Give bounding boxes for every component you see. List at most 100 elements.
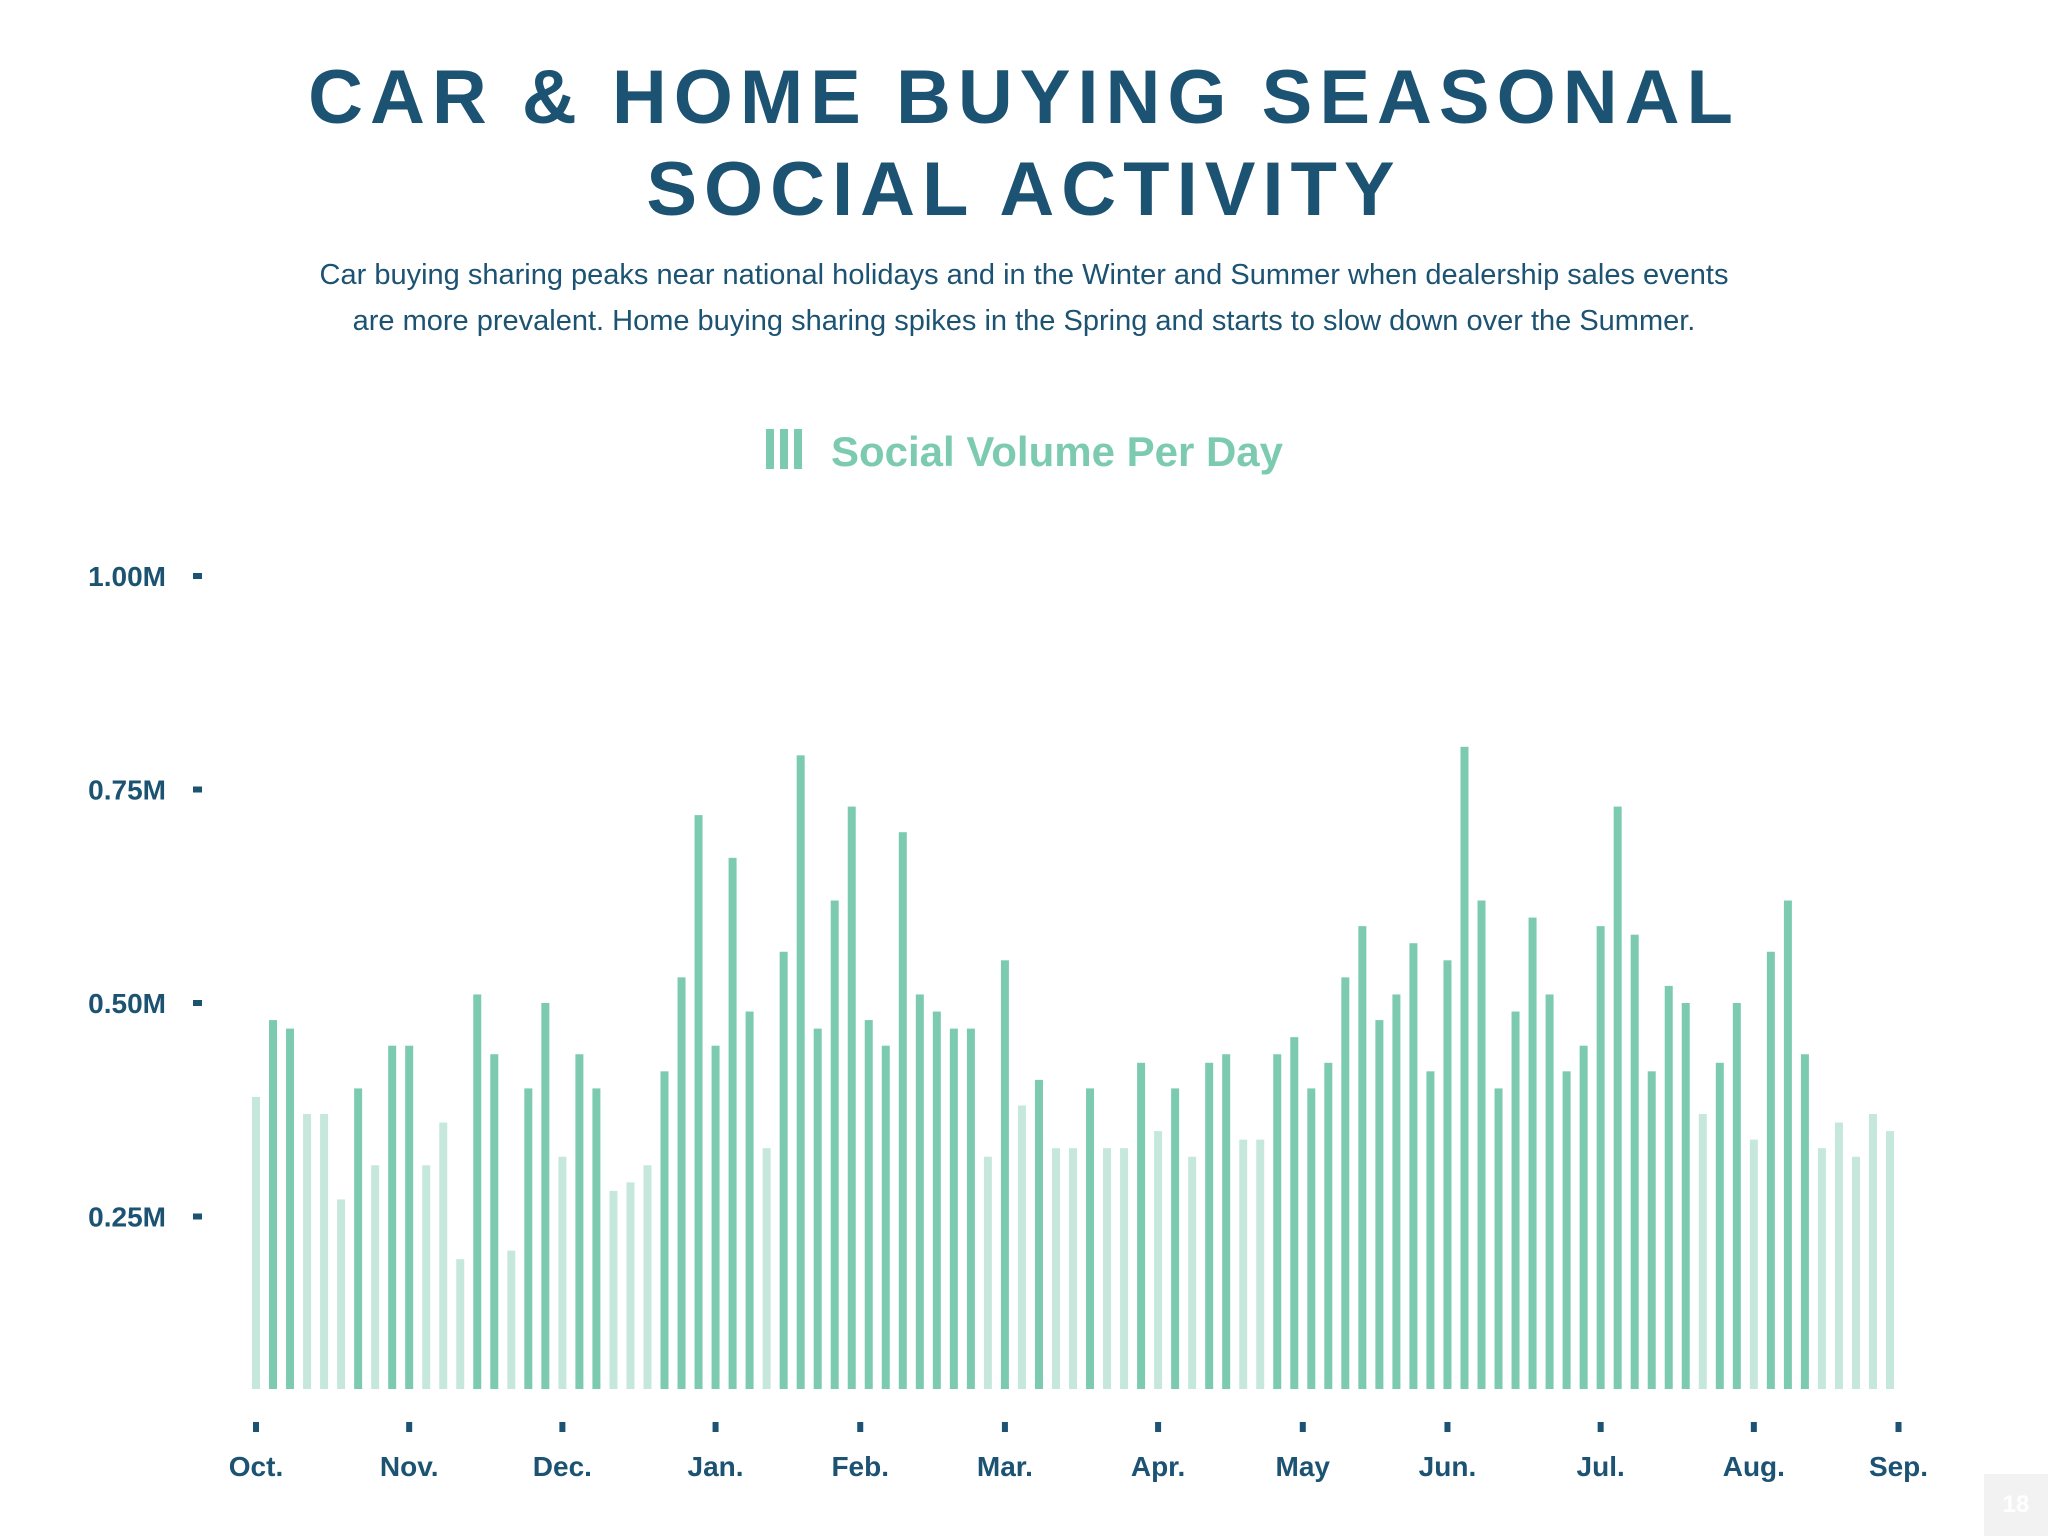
bar	[1409, 943, 1418, 1389]
bar	[1051, 1148, 1060, 1389]
bar	[388, 1045, 397, 1389]
y-tick-label: 0.50M	[88, 988, 166, 1019]
bar	[575, 1054, 584, 1389]
x-tick	[712, 1422, 719, 1432]
bar	[1086, 1088, 1095, 1389]
bar	[592, 1088, 601, 1389]
x-tick-label: Apr.	[1131, 1451, 1185, 1482]
bar	[1800, 1054, 1809, 1389]
bar	[558, 1156, 567, 1389]
subtitle-line-1: Car buying sharing peaks near national h…	[319, 259, 1729, 291]
x-tick-label: Jun.	[1419, 1451, 1477, 1482]
bar	[252, 1096, 260, 1389]
bar	[1069, 1148, 1077, 1389]
x-tick-label: Jul.	[1577, 1451, 1625, 1482]
bar	[864, 1020, 873, 1389]
bar	[1886, 1131, 1894, 1389]
bar	[813, 1028, 822, 1389]
bar	[320, 1114, 329, 1389]
bar	[983, 1156, 992, 1389]
chart-legend: Social Volume Per Day	[0, 424, 2048, 480]
bar	[1341, 977, 1350, 1389]
bar	[1732, 1003, 1741, 1389]
bar	[949, 1028, 958, 1389]
bar	[439, 1122, 448, 1389]
x-tick-label: Feb.	[831, 1451, 889, 1482]
bar	[1715, 1062, 1724, 1389]
bar	[1783, 900, 1792, 1389]
bar	[422, 1165, 431, 1389]
x-tick-label: May	[1276, 1451, 1331, 1482]
bar	[473, 994, 482, 1389]
bar	[728, 857, 737, 1389]
bar	[1017, 1105, 1026, 1389]
bar	[269, 1020, 278, 1389]
x-tick	[1750, 1422, 1757, 1432]
bar	[1579, 1045, 1588, 1389]
x-tick	[406, 1422, 413, 1432]
bar	[796, 755, 805, 1389]
x-tick-label: Sep.	[1869, 1451, 1928, 1482]
title-line-1: CAR & HOME BUYING SEASONAL	[308, 55, 1740, 140]
bar	[490, 1054, 499, 1389]
x-tick	[1597, 1422, 1604, 1432]
x-tick-label: Oct.	[229, 1451, 283, 1482]
bar	[1596, 926, 1605, 1389]
bar	[1460, 746, 1469, 1389]
bar	[286, 1028, 295, 1389]
y-tick-label: 0.75M	[88, 775, 166, 806]
bar	[660, 1071, 669, 1389]
bar	[1154, 1131, 1163, 1389]
bar	[1103, 1148, 1112, 1389]
bar	[1137, 1062, 1146, 1389]
bar	[1358, 926, 1367, 1389]
bar	[626, 1182, 635, 1389]
bar	[1375, 1020, 1384, 1389]
subtitle-line-2: are more prevalent. Home buying sharing …	[352, 305, 1696, 337]
bar	[1426, 1071, 1435, 1389]
x-tick-label: Mar.	[977, 1451, 1033, 1482]
bar	[1511, 1011, 1520, 1389]
page-subtitle: Car buying sharing peaks near national h…	[0, 252, 2048, 344]
bar	[847, 806, 856, 1389]
y-tick-label: 1.00M	[88, 561, 166, 592]
bar	[354, 1088, 363, 1389]
x-tick	[1155, 1422, 1162, 1432]
bar	[1681, 1003, 1690, 1389]
y-tick	[193, 786, 202, 793]
bar	[303, 1114, 312, 1389]
x-tick	[1444, 1422, 1451, 1432]
bar	[643, 1165, 652, 1389]
bar	[1562, 1071, 1571, 1389]
bar	[1205, 1062, 1214, 1389]
bar	[779, 951, 788, 1389]
bar	[677, 977, 686, 1389]
x-tick	[1299, 1422, 1306, 1432]
x-tick	[1895, 1422, 1902, 1432]
x-tick	[253, 1422, 259, 1432]
bar	[1188, 1156, 1197, 1389]
bar	[1817, 1148, 1826, 1389]
bar	[1613, 806, 1622, 1389]
bar	[1477, 900, 1486, 1389]
bar	[1392, 994, 1401, 1389]
bar	[762, 1148, 771, 1389]
bar	[1222, 1054, 1231, 1389]
bar	[1766, 951, 1775, 1389]
bar	[507, 1250, 516, 1389]
bar	[1000, 960, 1009, 1389]
bar	[337, 1199, 346, 1389]
bar	[609, 1190, 618, 1389]
page-title: CAR & HOME BUYING SEASONAL SOCIAL ACTIVI…	[0, 52, 2048, 236]
x-tick-label: Dec.	[533, 1451, 592, 1482]
y-tick	[193, 1213, 202, 1220]
bar	[881, 1045, 890, 1389]
bar	[915, 994, 924, 1389]
bar	[541, 1003, 550, 1389]
bar	[898, 832, 907, 1389]
bar	[830, 900, 839, 1389]
bar	[1834, 1122, 1843, 1389]
bar	[1290, 1037, 1299, 1389]
bar	[1494, 1088, 1503, 1389]
